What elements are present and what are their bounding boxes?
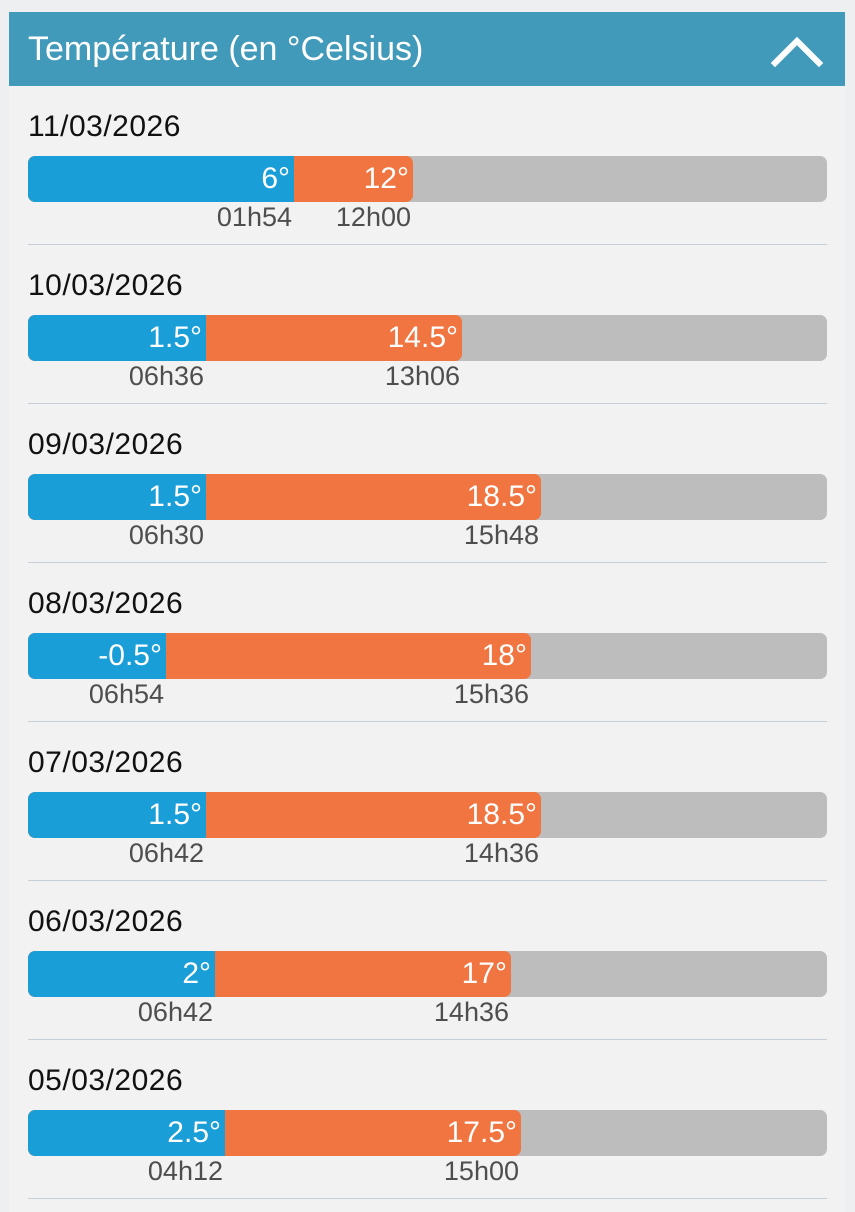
max-temperature-time: 15h00 [443, 1156, 519, 1186]
row-divider [28, 721, 827, 722]
min-temperature-time: 06h36 [128, 361, 204, 391]
min-temperature-time: 06h42 [128, 838, 204, 868]
min-temperature-bar: 1.5° [28, 315, 206, 361]
min-temperature-bar: 1.5° [28, 474, 206, 520]
max-temperature-time: 14h36 [433, 997, 509, 1027]
temperature-range-bar: 17° 2° [28, 951, 827, 997]
row-divider [28, 562, 827, 563]
day-row: 09/03/2026 18.5° 1.5° 06h30 15h48 [9, 404, 845, 563]
temperature-range-bar: 14.5° 1.5° [28, 315, 827, 361]
min-temperature-bar: 2.5° [28, 1110, 225, 1156]
panel-header[interactable]: Température (en °Celsius) [9, 12, 845, 86]
panel-title: Température (en °Celsius) [28, 30, 424, 68]
temperature-range-bar: 12° 6° [28, 156, 827, 202]
temperature-range-bar: 18.5° 1.5° [28, 792, 827, 838]
day-row: 05/03/2026 17.5° 2.5° 04h12 15h00 [9, 1040, 845, 1199]
day-row: 08/03/2026 18° -0.5° 06h54 15h36 [9, 563, 845, 722]
day-date: 09/03/2026 [28, 428, 184, 461]
min-temperature-time: 06h54 [88, 679, 164, 709]
min-temperature-bar: 2° [28, 951, 215, 997]
row-divider [28, 403, 827, 404]
day-row: 10/03/2026 14.5° 1.5° 06h36 13h06 [9, 245, 845, 404]
min-temperature-bar: 6° [28, 156, 294, 202]
day-row: 11/03/2026 12° 6° 01h54 12h00 [9, 86, 845, 245]
day-date: 08/03/2026 [28, 587, 184, 620]
row-divider [28, 1198, 827, 1199]
day-row: 06/03/2026 17° 2° 06h42 14h36 [9, 881, 845, 1040]
day-date: 05/03/2026 [28, 1064, 184, 1097]
min-temperature-bar: -0.5° [28, 633, 166, 679]
daily-temperature-list: 11/03/2026 12° 6° 01h54 12h00 10/03/2026 14.5°… [9, 86, 845, 1199]
min-temperature-time: 01h54 [216, 202, 292, 232]
max-temperature-time: 13h06 [384, 361, 460, 391]
day-date: 10/03/2026 [28, 269, 184, 302]
collapse-button[interactable] [769, 26, 825, 72]
max-temperature-time: 15h36 [453, 679, 529, 709]
min-temperature-time: 06h42 [137, 997, 213, 1027]
temperature-range-bar: 18.5° 1.5° [28, 474, 827, 520]
day-row: 07/03/2026 18.5° 1.5° 06h42 14h36 [9, 722, 845, 881]
max-temperature-time: 14h36 [463, 838, 539, 868]
temperature-panel: Température (en °Celsius) 11/03/2026 12° 6… [9, 12, 845, 1212]
temperature-range-bar: 17.5° 2.5° [28, 1110, 827, 1156]
min-temperature-time: 04h12 [147, 1156, 223, 1186]
row-divider [28, 880, 827, 881]
day-date: 07/03/2026 [28, 746, 184, 779]
min-temperature-time: 06h30 [128, 520, 204, 550]
day-date: 11/03/2026 [28, 110, 181, 143]
temperature-range-bar: 18° -0.5° [28, 633, 827, 679]
row-divider [28, 1039, 827, 1040]
min-temperature-bar: 1.5° [28, 792, 206, 838]
max-temperature-time: 12h00 [335, 202, 411, 232]
chevron-up-icon [770, 36, 824, 68]
day-date: 06/03/2026 [28, 905, 184, 938]
row-divider [28, 244, 827, 245]
max-temperature-time: 15h48 [463, 520, 539, 550]
